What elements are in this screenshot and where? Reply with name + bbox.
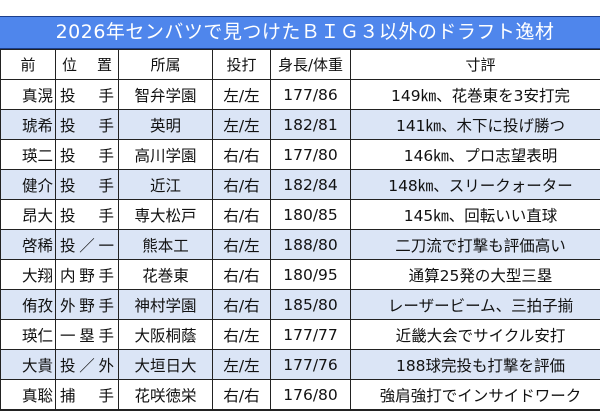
team-cell: 英明 xyxy=(118,109,213,140)
bats-throws-cell: 右/右 xyxy=(212,379,271,411)
comment-cell: 149㎞、花巻東を3安打完 xyxy=(350,79,600,110)
comment-cell: 強肩強打でインサイドワーク xyxy=(350,379,600,411)
player-name-cell: 侑孜 xyxy=(0,289,56,320)
player-name-cell: 大貴 xyxy=(0,349,56,380)
table-row: 侑孜 外野手 神村学園 右/右 185/80 レーザービーム、三拍子揃 xyxy=(0,289,600,320)
column-header-name: 前 xyxy=(0,49,56,80)
height-weight-cell: 185/80 xyxy=(270,289,351,320)
comment-cell: 通算25発の大型三塁 xyxy=(350,259,600,290)
bats-throws-cell: 左/左 xyxy=(212,349,271,380)
sheet-title: 2026年センバツで見つけたＢＩＧ３以外のドラフト逸材 xyxy=(0,16,600,49)
team-cell: 専大松戸 xyxy=(118,199,213,230)
table-row: 昂大投 手専大松戸 右/右 180/85 145㎞、回転いい直球 xyxy=(0,199,600,230)
player-name-cell: 真滉 xyxy=(0,79,56,110)
team-cell: 近江 xyxy=(118,169,213,200)
height-weight-cell: 180/95 xyxy=(270,259,351,290)
team-cell: 大垣日大 xyxy=(118,349,213,380)
position-cell: 外野手 xyxy=(55,289,119,320)
column-header-comment: 寸評 xyxy=(350,49,600,80)
height-weight-cell: 177/77 xyxy=(270,319,351,350)
position-cell: 投／外 xyxy=(55,349,119,380)
height-weight-cell: 177/76 xyxy=(270,349,351,380)
player-name-cell: 琥希 xyxy=(0,109,56,140)
team-cell: 花巻東 xyxy=(118,259,213,290)
team-cell: 智弁学園 xyxy=(118,79,213,110)
table-row: 大貴 投／外 大垣日大 左/左 177/76 188球完投も打撃を評価 xyxy=(0,349,600,380)
team-cell: 高川学園 xyxy=(118,139,213,170)
header-row: 前 位 置 所属 投打 身長/体重 寸評 xyxy=(0,49,600,80)
height-weight-cell: 182/84 xyxy=(270,169,351,200)
player-name-cell: 大翔 xyxy=(0,259,56,290)
height-weight-cell: 176/80 xyxy=(270,379,351,411)
team-cell: 熊本工 xyxy=(118,229,213,260)
table-row: 真聡捕 手花咲徳栄 右/右 176/80 強肩強打でインサイドワーク xyxy=(0,379,600,411)
prospects-table: 前 位 置 所属 投打 身長/体重 寸評 真滉投 手智弁学園 左/左 177/86 1… xyxy=(0,49,600,411)
player-name-cell: 健介 xyxy=(0,169,56,200)
height-weight-cell: 177/80 xyxy=(270,139,351,170)
player-name-cell: 啓稀 xyxy=(0,229,56,260)
bats-throws-cell: 右/右 xyxy=(212,169,271,200)
bats-throws-cell: 右/左 xyxy=(212,319,271,350)
comment-cell: 146㎞、プロ志望表明 xyxy=(350,139,600,170)
comment-cell: レーザービーム、三拍子揃 xyxy=(350,289,600,320)
position-cell: 内野手 xyxy=(55,259,119,290)
position-cell: 投 手 xyxy=(55,169,119,200)
comment-cell: 近畿大会でサイクル安打 xyxy=(350,319,600,350)
bats-throws-cell: 右/右 xyxy=(212,259,271,290)
team-cell: 花咲徳栄 xyxy=(118,379,213,411)
position-cell: 投 手 xyxy=(55,109,119,140)
column-header-bats-throws: 投打 xyxy=(212,49,271,80)
height-weight-cell: 177/86 xyxy=(270,79,351,110)
player-name-cell: 瑛二 xyxy=(0,139,56,170)
table-row: 瑛仁 一塁手 大阪桐蔭 右/左 177/77 近畿大会でサイクル安打 xyxy=(0,319,600,350)
height-weight-cell: 188/80 xyxy=(270,229,351,260)
table-row: 啓稀 投／一 熊本工 右/左 188/80 二刀流で打撃も評価高い xyxy=(0,229,600,260)
comment-cell: 二刀流で打撃も評価高い xyxy=(350,229,600,260)
team-cell: 大阪桐蔭 xyxy=(118,319,213,350)
bats-throws-cell: 右/右 xyxy=(212,199,271,230)
draft-prospects-sheet: 2026年センバツで見つけたＢＩＧ３以外のドラフト逸材 前 位 置 所属 投打 … xyxy=(0,16,600,411)
height-weight-cell: 182/81 xyxy=(270,109,351,140)
team-cell: 神村学園 xyxy=(118,289,213,320)
comment-cell: 148㎞、スリークォーター xyxy=(350,169,600,200)
bats-throws-cell: 右/右 xyxy=(212,289,271,320)
position-cell: 投 手 xyxy=(55,139,119,170)
position-cell: 投／一 xyxy=(55,229,119,260)
player-name-cell: 瑛仁 xyxy=(0,319,56,350)
bats-throws-cell: 左/左 xyxy=(212,109,271,140)
column-header-team: 所属 xyxy=(118,49,213,80)
position-cell: 一塁手 xyxy=(55,319,119,350)
table-row: 瑛二投 手高川学園 右/右 177/80 146㎞、プロ志望表明 xyxy=(0,139,600,170)
comment-cell: 141㎞、木下に投げ勝つ xyxy=(350,109,600,140)
height-weight-cell: 180/85 xyxy=(270,199,351,230)
comment-cell: 145㎞、回転いい直球 xyxy=(350,199,600,230)
column-header-position: 位 置 xyxy=(55,49,119,80)
position-cell: 投 手 xyxy=(55,199,119,230)
bats-throws-cell: 右/右 xyxy=(212,139,271,170)
position-cell: 捕 手 xyxy=(55,379,119,411)
column-header-height-weight: 身長/体重 xyxy=(270,49,351,80)
comment-cell: 188球完投も打撃を評価 xyxy=(350,349,600,380)
bats-throws-cell: 右/左 xyxy=(212,229,271,260)
table-row: 真滉投 手智弁学園 左/左 177/86 149㎞、花巻東を3安打完 xyxy=(0,79,600,110)
player-name-cell: 昂大 xyxy=(0,199,56,230)
bats-throws-cell: 左/左 xyxy=(212,79,271,110)
position-cell: 投 手 xyxy=(55,79,119,110)
table-row: 大翔 内野手 花巻東 右/右 180/95 通算25発の大型三塁 xyxy=(0,259,600,290)
table-row: 琥希投 手英明 左/左 182/81 141㎞、木下に投げ勝つ xyxy=(0,109,600,140)
table-row: 健介投 手近江 右/右 182/84 148㎞、スリークォーター xyxy=(0,169,600,200)
player-name-cell: 真聡 xyxy=(0,379,56,411)
